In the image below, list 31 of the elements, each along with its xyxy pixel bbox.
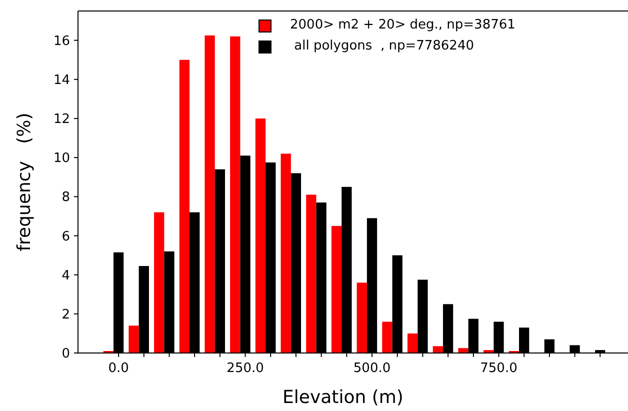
x-tick-label: 750.0: [480, 361, 518, 376]
bar: [432, 346, 443, 353]
bar: [382, 322, 392, 353]
bar: [154, 212, 164, 353]
bar: [306, 194, 316, 353]
bar: [230, 36, 240, 353]
x-tick-label: 250.0: [226, 361, 264, 376]
bar: [280, 154, 291, 353]
y-tick-label: 6: [62, 229, 70, 244]
x-tick-label: 0.0: [108, 361, 129, 376]
y-axis-title: frequency (%): [14, 112, 35, 252]
y-tick-label: 10: [53, 151, 70, 166]
x-tick-label: 500.0: [353, 361, 391, 376]
y-tick-label: 16: [53, 34, 70, 49]
y-tick-label: 12: [53, 112, 70, 128]
y-tick-label: 8: [62, 190, 70, 206]
y-tick-label: 4: [62, 268, 70, 284]
bar: [179, 60, 190, 353]
x-axis-title: Elevation (m): [282, 387, 404, 408]
legend-label: 2000> m2 + 20> deg., np=38761: [290, 18, 516, 33]
y-tick-label: 2: [62, 307, 70, 322]
bar: [407, 333, 418, 353]
y-tick-label: 0: [62, 346, 70, 362]
bar: [458, 348, 468, 353]
bar: [255, 118, 266, 353]
y-tick-label: 14: [53, 72, 70, 88]
bar: [204, 35, 215, 353]
legend-label: all polygons , np=7786240: [290, 38, 474, 54]
bar: [128, 326, 139, 353]
bar: [331, 226, 342, 353]
bar: [356, 282, 367, 353]
